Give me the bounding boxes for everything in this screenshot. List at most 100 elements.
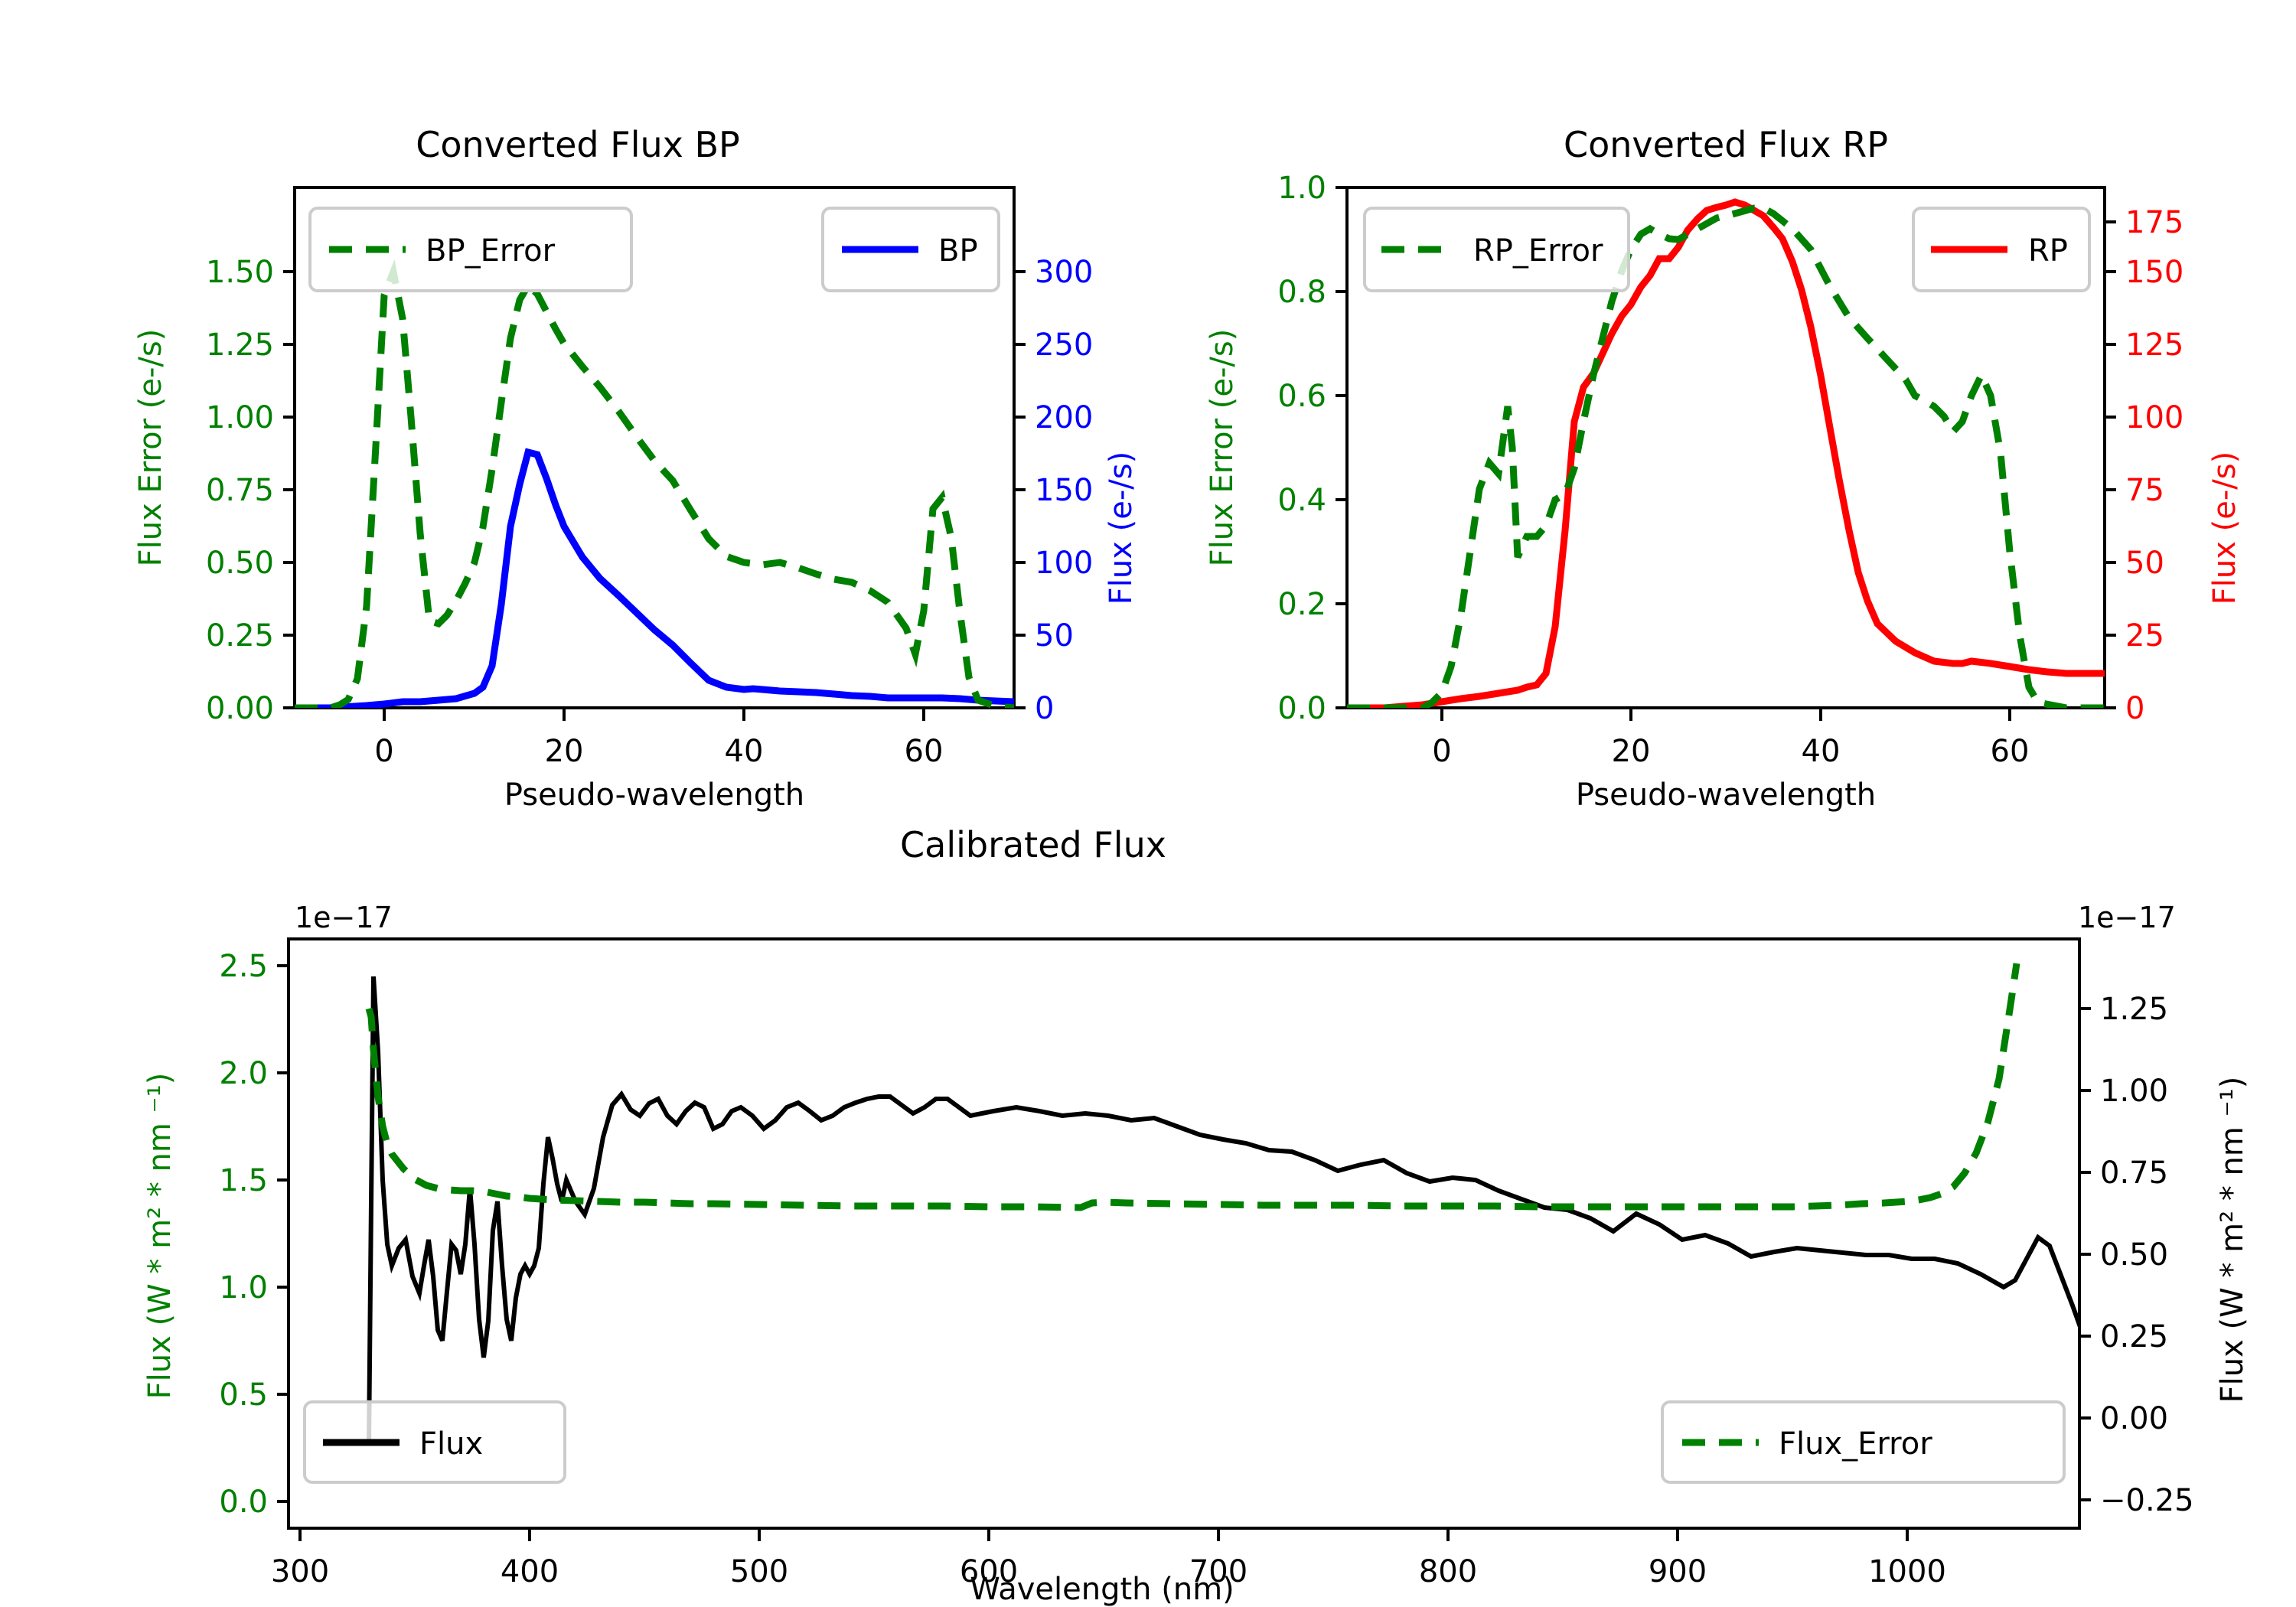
rp-plot-frame <box>1345 186 2106 709</box>
rp-ytick-right-0: 0 <box>2125 691 2144 726</box>
bp-xaxis: 0 20 40 60 Pseudo-wavelength <box>374 708 943 813</box>
bp-ytick-right-2: 100 <box>1035 546 1093 581</box>
rp-yaxis-right: 0 25 50 75 100 125 150 175 Flux (e-/s) <box>2105 205 2242 726</box>
cal-xtick-7: 1000 <box>1868 1554 1946 1589</box>
cal-xtick-4: 700 <box>1189 1554 1247 1589</box>
rp-legend-rp-label: RP <box>2028 233 2068 269</box>
bp-legend-bp-label: BP <box>938 233 978 269</box>
rp-yaxis-left: 0.0 0.2 0.4 0.6 0.8 1.0 Flux Error (e-/s… <box>1205 171 1347 726</box>
rp-legend-rp[interactable]: RP <box>1912 207 2091 292</box>
rp-ytick-right-5: 125 <box>2125 328 2183 363</box>
cal-legend-flux-error-label: Flux_Error <box>1779 1426 1932 1462</box>
rp-ytick-left-3: 0.6 <box>1277 379 1326 414</box>
bp-ytick-left-1: 0.25 <box>206 618 274 654</box>
rp-ytick-left-2: 0.4 <box>1277 483 1326 518</box>
cal-ytick-right-2: 0.25 <box>2100 1319 2168 1354</box>
cal-ytick-right-4: 0.75 <box>2100 1156 2168 1191</box>
rp-xlabel: Pseudo-wavelength <box>1576 777 1876 813</box>
rp-ylabel-left: Flux Error (e-/s) <box>1205 329 1240 567</box>
cal-legend-flux-error[interactable]: Flux_Error <box>1661 1400 2066 1484</box>
cal-plot-frame <box>287 937 2081 1530</box>
bp-flux-curve <box>295 448 1014 708</box>
cal-ytick-right-6: 1.25 <box>2100 992 2168 1027</box>
rp-ytick-left-5: 1.0 <box>1277 171 1326 206</box>
rp-ytick-right-2: 50 <box>2125 546 2164 581</box>
cal-ytick-right-5: 1.00 <box>2100 1074 2168 1109</box>
cal-xtick-2: 500 <box>730 1554 788 1589</box>
rp-xtick-0: 0 <box>1432 734 1451 769</box>
bp-xtick-1: 20 <box>545 734 584 769</box>
bp-ylabel-left: Flux Error (e-/s) <box>133 329 168 567</box>
bp-ytick-left-2: 0.50 <box>206 546 274 581</box>
rp-error-curve <box>1347 204 2105 708</box>
cal-xtick-0: 300 <box>271 1554 329 1589</box>
rp-legend-error[interactable]: RP_Error <box>1363 207 1630 292</box>
bp-ytick-left-0: 0.00 <box>206 691 274 726</box>
bp-error-curve <box>295 259 1014 708</box>
rp-ytick-right-6: 150 <box>2125 255 2183 290</box>
bp-yaxis-left: 0.00 0.25 0.50 0.75 1.00 1.25 1.50 Flux … <box>133 255 295 726</box>
cal-offset-right: 1e−17 <box>2078 901 2176 934</box>
bp-xtick-0: 0 <box>374 734 393 769</box>
bp-ytick-left-4: 1.00 <box>206 400 274 435</box>
panel-converted-flux-rp: Converted Flux RP 0.0 0.2 0.4 0.6 0.8 1.… <box>1148 0 2296 813</box>
rp-flux-curve <box>1347 198 2105 708</box>
bp-legend-error[interactable]: BP_Error <box>308 207 633 292</box>
bp-ytick-left-5: 1.25 <box>206 328 274 363</box>
rp-legend-error-label: RP_Error <box>1473 233 1603 269</box>
panel-calibrated-flux: Calibrated Flux 1e−17 1e−17 0.0 0.5 1.0 … <box>0 811 2296 1607</box>
cal-ytick-left-2: 1.0 <box>219 1270 268 1305</box>
bp-xtick-3: 60 <box>905 734 944 769</box>
bp-ytick-right-0: 0 <box>1035 691 1054 726</box>
cal-flux-error-curve <box>365 963 2020 1211</box>
bp-xlabel: Pseudo-wavelength <box>504 777 804 813</box>
rp-ytick-right-1: 25 <box>2125 618 2164 654</box>
rp-xtick-1: 20 <box>1612 734 1651 769</box>
bp-ytick-right-1: 50 <box>1035 618 1074 654</box>
cal-ylabel-left: Flux (W * m² * nm ⁻¹) <box>142 1073 178 1400</box>
cal-ytick-left-4: 2.0 <box>219 1056 268 1091</box>
rp-ytick-right-3: 75 <box>2125 473 2164 508</box>
bp-legend-error-label: BP_Error <box>426 233 556 269</box>
rp-ytick-left-1: 0.2 <box>1277 587 1326 622</box>
cal-ytick-right-1: 0.00 <box>2100 1401 2168 1436</box>
cal-xaxis: 300 400 500 600 700 800 900 1000 <box>271 1528 1946 1589</box>
cal-xtick-5: 800 <box>1419 1554 1477 1589</box>
cal-ytick-left-0: 0.0 <box>219 1485 268 1520</box>
rp-xtick-2: 40 <box>1802 734 1841 769</box>
bp-ytick-right-6: 300 <box>1035 255 1093 290</box>
cal-ytick-left-5: 2.5 <box>219 949 268 984</box>
rp-xaxis: 0 20 40 60 Pseudo-wavelength <box>1432 708 2029 813</box>
cal-ytick-left-1: 0.5 <box>219 1377 268 1413</box>
rp-ylabel-right: Flux (e-/s) <box>2207 451 2242 605</box>
cal-ytick-right-3: 0.50 <box>2100 1237 2168 1273</box>
rp-xtick-3: 60 <box>1991 734 2030 769</box>
bp-ytick-left-3: 0.75 <box>206 473 274 508</box>
rp-title: Converted Flux RP <box>1564 124 1888 165</box>
cal-ytick-right-0: −0.25 <box>2100 1483 2194 1518</box>
cal-yaxis-left: 0.0 0.5 1.0 1.5 2.0 2.5 Flux (W * m² * n… <box>142 949 289 1520</box>
cal-xtick-1: 400 <box>501 1554 559 1589</box>
bp-title: Converted Flux BP <box>416 124 740 165</box>
bp-ytick-left-6: 1.50 <box>206 255 274 290</box>
cal-xtick-6: 900 <box>1649 1554 1707 1589</box>
cal-ylabel-right: Flux (W * m² * nm ⁻¹) <box>2215 1077 2250 1403</box>
bp-yaxis-right: 0 50 100 150 200 250 300 Flux (e-/s) <box>1014 255 1139 726</box>
bp-legend-bp[interactable]: BP <box>821 207 1000 292</box>
rp-ytick-right-4: 100 <box>2125 400 2183 435</box>
cal-offset-left: 1e−17 <box>295 901 393 934</box>
cal-legend-flux[interactable]: Flux <box>303 1400 566 1484</box>
panel-converted-flux-bp: Converted Flux BP 0.00 0.25 0.50 0.75 <box>0 0 1148 813</box>
rp-ytick-right-7: 175 <box>2125 205 2183 240</box>
cal-legend-flux-label: Flux <box>419 1426 483 1462</box>
cal-ytick-left-3: 1.5 <box>219 1163 268 1198</box>
cal-yaxis-right: −0.25 0.00 0.25 0.50 0.75 1.00 1.25 Flux… <box>2079 992 2250 1518</box>
bp-plot-frame <box>293 186 1016 709</box>
cal-xtick-3: 600 <box>960 1554 1018 1589</box>
cal-xlabel: Wavelength (nm) <box>970 1572 1234 1607</box>
rp-ytick-left-4: 0.8 <box>1277 275 1326 310</box>
bp-ylabel-right: Flux (e-/s) <box>1104 451 1139 605</box>
bp-xtick-2: 40 <box>725 734 764 769</box>
bp-ytick-right-3: 150 <box>1035 473 1093 508</box>
